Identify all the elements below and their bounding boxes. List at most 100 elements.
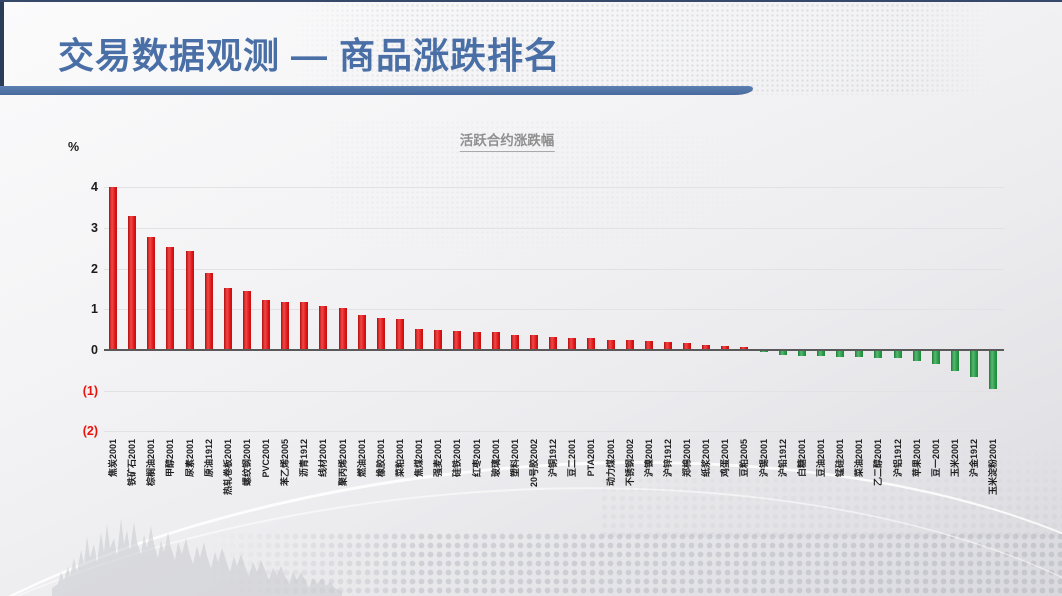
x-axis-label: 苯乙烯2005 [280, 439, 291, 487]
bar [510, 334, 519, 350]
bar [396, 318, 405, 350]
bar [376, 318, 385, 350]
bar [606, 339, 615, 350]
x-axis-label: 塑料2001 [509, 439, 520, 478]
bar [549, 337, 558, 350]
bar [472, 331, 481, 350]
x-axis-label: 豆粕2005 [739, 439, 750, 478]
x-axis-label: 锰硅2001 [835, 439, 846, 478]
x-axis-label: 铁矿石2001 [127, 439, 138, 487]
top-edge-line [0, 0, 1062, 2]
bar [529, 335, 538, 350]
world-map-dot-pattern-2 [330, 120, 750, 260]
gridline [104, 431, 1004, 433]
world-map-dot-pattern [290, 3, 990, 95]
bar [319, 305, 328, 350]
bar [816, 351, 825, 357]
bar [663, 341, 672, 350]
x-axis-label: 沪金1912 [969, 439, 980, 478]
x-axis-label: 沪锌1912 [662, 439, 673, 478]
bar [683, 342, 692, 350]
x-axis-label: 聚丙烯2001 [337, 439, 348, 487]
x-axis-label: 菜粕2001 [395, 439, 406, 478]
bar [204, 273, 213, 350]
x-axis-label: 沥青1912 [299, 439, 310, 478]
x-axis-label: 棕榈油2001 [146, 439, 157, 487]
bar [587, 338, 596, 350]
bar [836, 351, 845, 357]
x-axis-label: 玻璃2001 [490, 439, 501, 478]
y-axis-tick: 0 [91, 343, 98, 357]
bar [281, 301, 290, 350]
y-axis-tick: (2) [82, 424, 98, 439]
gridline [104, 309, 1004, 311]
chart-title: 活跃合约涨跌幅 [459, 129, 555, 152]
x-axis-label: 豆一2001 [930, 439, 941, 478]
x-axis-label: 动力煤2001 [605, 439, 616, 487]
x-axis-label: 乙二醇2001 [873, 439, 884, 487]
x-axis-label: 不锈钢2002 [624, 439, 635, 487]
x-axis-label: 螺纹钢2001 [241, 439, 252, 487]
bar [740, 347, 749, 350]
bar [625, 340, 634, 350]
hexagon-dot-pattern [210, 532, 1062, 596]
page-title: 交易数据观测 — 商品涨跌排名 [58, 35, 562, 76]
x-axis-label: 强麦2001 [433, 439, 444, 478]
bar [128, 215, 137, 350]
y-axis-tick: 2 [91, 261, 98, 276]
bar [166, 246, 175, 350]
x-axis-label: 沪铅1912 [777, 439, 788, 478]
bar [644, 341, 653, 350]
y-axis-tick: 4 [91, 180, 98, 195]
bar [223, 288, 232, 350]
bar [778, 351, 787, 356]
x-axis-label: 焦炭2001 [108, 439, 118, 478]
x-axis-label: 菜油2001 [854, 439, 865, 478]
x-axis-label: 沪铝1912 [892, 439, 903, 478]
x-axis-label: 豆油2001 [815, 439, 826, 478]
bar [300, 302, 309, 350]
bar [434, 330, 443, 350]
bar [721, 345, 730, 350]
x-axis-label: 原油1912 [203, 439, 214, 478]
bar [931, 351, 940, 364]
x-axis-label: 红枣2001 [471, 439, 482, 478]
x-axis-label: 20号胶2002 [528, 439, 539, 488]
x-axis-label: 沪铜1912 [548, 439, 559, 478]
left-edge-accent [0, 2, 4, 87]
gridline [104, 187, 1004, 189]
bar [970, 351, 979, 378]
bar [702, 344, 711, 350]
x-axis-label: 苹果2001 [911, 439, 922, 478]
bar [874, 351, 883, 358]
x-axis-label: 尿素2001 [184, 439, 195, 478]
bar [855, 351, 864, 358]
bar [338, 307, 347, 350]
y-axis-tick: 3 [91, 220, 98, 235]
x-axis-label: 玉米淀粉2001 [988, 439, 999, 496]
bar [491, 332, 500, 350]
x-axis-label: 郑棉2001 [682, 439, 693, 478]
x-axis-label: 纸浆2001 [701, 439, 712, 478]
x-axis-label: 白糖2001 [796, 439, 807, 478]
y-axis-tick: (1) [82, 383, 98, 398]
x-axis-label: 焦煤2001 [414, 439, 425, 478]
bar [989, 351, 998, 389]
hexagon-dot-pattern-mid [600, 440, 1062, 540]
title-divider-bar [0, 86, 753, 95]
crowd-silhouette [52, 518, 342, 596]
x-axis-label: 橡胶2001 [375, 439, 386, 478]
x-axis-label: PTA2001 [586, 439, 597, 477]
bar [950, 351, 959, 371]
y-axis-tick: 1 [91, 302, 98, 317]
bar [415, 329, 424, 350]
y-axis-unit-label: % [68, 140, 80, 154]
x-axis-label: 玉米2001 [949, 439, 960, 478]
bar [453, 330, 462, 350]
gridline [104, 227, 1004, 229]
bar [759, 351, 768, 353]
x-axis-label: 线材2001 [318, 439, 329, 478]
x-axis-label: 沪镍2001 [643, 439, 654, 478]
x-axis-label: 甲醇2001 [165, 439, 176, 478]
